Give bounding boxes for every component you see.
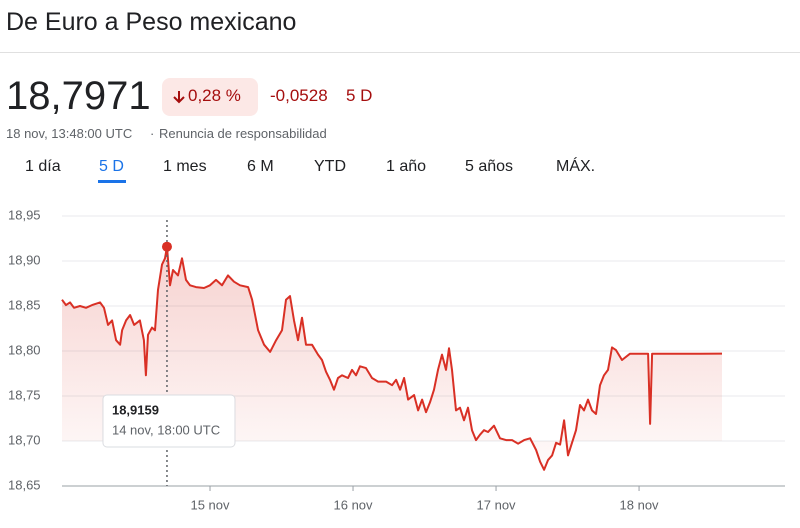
tab[interactable]: MÁX. [556,158,596,175]
tooltip-box [102,394,236,448]
x-tick-label: 15 nov [190,497,230,512]
tab-underline [98,180,126,183]
x-tick-label: 16 nov [334,497,374,512]
tab[interactable]: YTD [314,158,346,175]
down-arrow [173,91,185,104]
tab[interactable]: 5 años [465,158,514,175]
tab[interactable]: 5 D [99,158,124,175]
separator: · [150,126,155,141]
y-tick-label: 18,75 [8,387,41,402]
y-tick-label: 18,85 [8,297,41,312]
disclaimer[interactable]: Renuncia de responsabilidad [159,126,327,141]
tooltip-value: 18,9159 [112,402,159,417]
y-tick-label: 18,80 [8,342,41,357]
hover-point [161,241,172,252]
divider [0,52,800,53]
tab[interactable]: 6 M [247,158,274,175]
x-tick-label: 18 nov [620,497,660,512]
y-tick-label: 18,95 [8,207,41,222]
tab[interactable]: 1 día [25,158,61,175]
timestamp: 18 nov, 13:48:00 UTC [6,126,133,141]
y-tick-label: 18,90 [8,252,41,267]
tooltip-time: 14 nov, 18:00 UTC [112,422,220,437]
y-tick-label: 18,70 [8,432,41,447]
tab[interactable]: 1 mes [163,158,207,175]
price-line [61,245,723,471]
change: -0,0528 [270,86,328,105]
price: 18,7971 [6,74,151,118]
title: De Euro a Peso mexicano [6,8,297,36]
y-tick-label: 18,65 [8,477,41,492]
period: 5 D [346,86,373,105]
tab[interactable]: 1 año [386,158,427,175]
x-tick-label: 17 nov [477,497,517,512]
change-percent: 0,28 % [188,86,241,105]
